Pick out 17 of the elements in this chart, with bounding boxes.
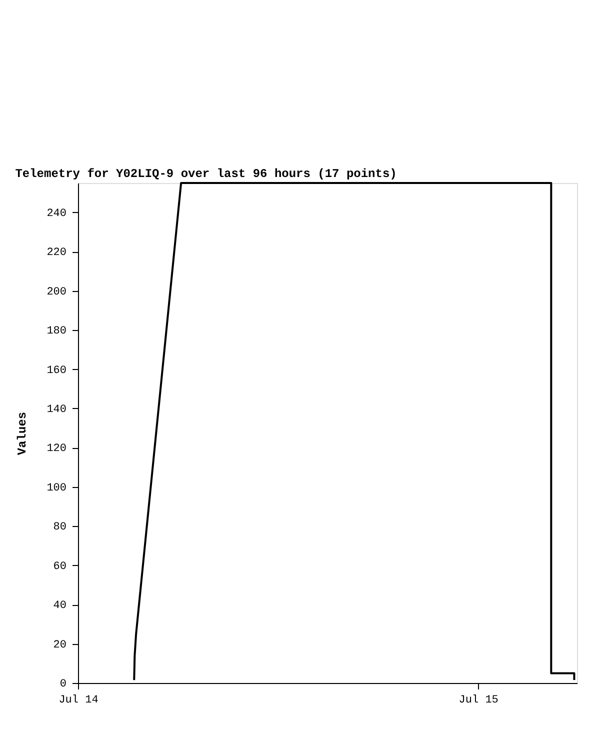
y-tick-label: 120 [46,443,66,456]
y-tick-label: 0 [60,678,66,690]
y-tick-label: 140 [46,404,66,416]
y-tick-label: 200 [46,286,66,298]
y-tick-label: 80 [53,522,66,534]
chart-title: Telemetry for Y02LIQ-9 over last 96 hours (17 points) [15,167,397,181]
y-tick-label: 20 [53,639,66,652]
y-tick-label: 220 [46,247,66,260]
y-tick-label: 100 [46,482,66,494]
y-tick-label: 60 [53,560,66,573]
x-tick-label: Jul 14 [58,694,99,706]
y-axis-title: Values [16,412,30,456]
x-tick-label: Jul 15 [458,694,498,706]
y-tick-label: 160 [46,364,66,377]
y-tick-label: 240 [46,208,66,220]
y-tick-label: 180 [46,326,66,338]
y-tick-label: 40 [53,600,66,612]
